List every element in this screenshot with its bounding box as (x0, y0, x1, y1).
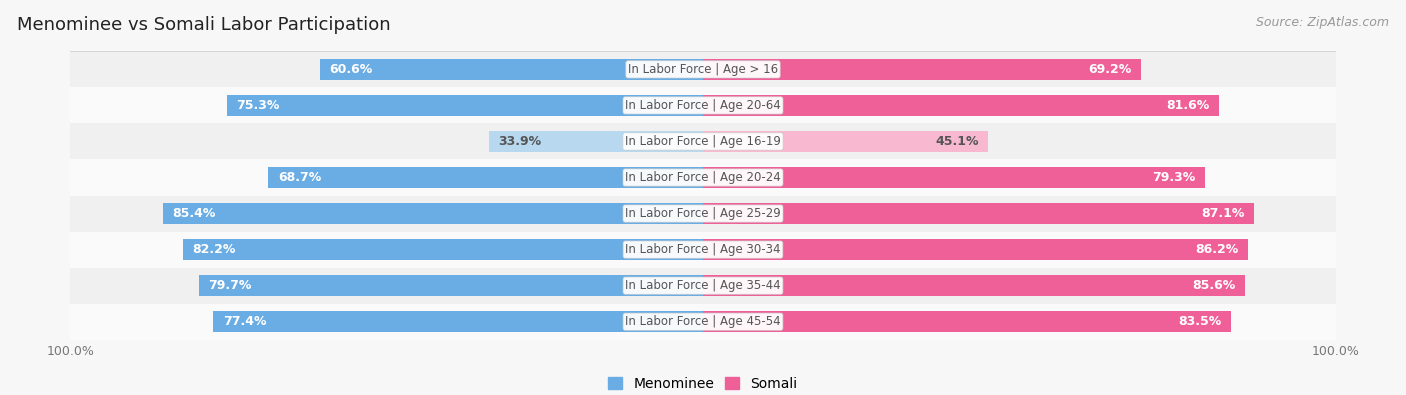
Bar (703, 203, 1254, 224)
Text: 81.6%: 81.6% (1167, 99, 1209, 112)
Text: 79.3%: 79.3% (1152, 171, 1195, 184)
Text: 86.2%: 86.2% (1195, 243, 1239, 256)
Text: In Labor Force | Age 30-34: In Labor Force | Age 30-34 (626, 243, 780, 256)
Text: 83.5%: 83.5% (1178, 315, 1222, 328)
Bar (70, 123, 1336, 160)
Bar (198, 275, 703, 296)
Bar (703, 131, 988, 152)
Bar (703, 239, 1249, 260)
Bar (703, 167, 1205, 188)
Text: In Labor Force | Age 35-44: In Labor Force | Age 35-44 (626, 279, 780, 292)
Text: Menominee vs Somali Labor Participation: Menominee vs Somali Labor Participation (17, 16, 391, 34)
Text: In Labor Force | Age 20-64: In Labor Force | Age 20-64 (626, 99, 780, 112)
Bar (703, 311, 1232, 332)
Bar (703, 275, 1244, 296)
Text: 79.7%: 79.7% (208, 279, 252, 292)
Bar (70, 160, 1336, 196)
Bar (183, 239, 703, 260)
Bar (703, 59, 1140, 80)
Text: In Labor Force | Age > 16: In Labor Force | Age > 16 (628, 63, 778, 76)
Bar (70, 304, 1336, 340)
Bar (703, 95, 1219, 116)
Text: 60.6%: 60.6% (329, 63, 373, 76)
Bar (214, 311, 703, 332)
Text: In Labor Force | Age 25-29: In Labor Force | Age 25-29 (626, 207, 780, 220)
Bar (488, 131, 703, 152)
Text: In Labor Force | Age 16-19: In Labor Force | Age 16-19 (626, 135, 780, 148)
Text: 85.4%: 85.4% (172, 207, 215, 220)
Text: 45.1%: 45.1% (935, 135, 979, 148)
Text: 68.7%: 68.7% (278, 171, 321, 184)
Text: Source: ZipAtlas.com: Source: ZipAtlas.com (1256, 16, 1389, 29)
Bar (226, 95, 703, 116)
Text: 75.3%: 75.3% (236, 99, 280, 112)
Text: In Labor Force | Age 20-24: In Labor Force | Age 20-24 (626, 171, 780, 184)
Bar (70, 231, 1336, 268)
Legend: Menominee, Somali: Menominee, Somali (603, 371, 803, 395)
Text: 85.6%: 85.6% (1192, 279, 1234, 292)
Bar (70, 268, 1336, 304)
Bar (319, 59, 703, 80)
Text: 69.2%: 69.2% (1088, 63, 1132, 76)
Text: In Labor Force | Age 45-54: In Labor Force | Age 45-54 (626, 315, 780, 328)
Text: 87.1%: 87.1% (1201, 207, 1244, 220)
Text: 33.9%: 33.9% (498, 135, 541, 148)
Text: 82.2%: 82.2% (193, 243, 236, 256)
Bar (70, 196, 1336, 231)
Bar (163, 203, 703, 224)
Bar (70, 51, 1336, 87)
Text: 77.4%: 77.4% (222, 315, 266, 328)
Bar (269, 167, 703, 188)
Bar (70, 87, 1336, 123)
